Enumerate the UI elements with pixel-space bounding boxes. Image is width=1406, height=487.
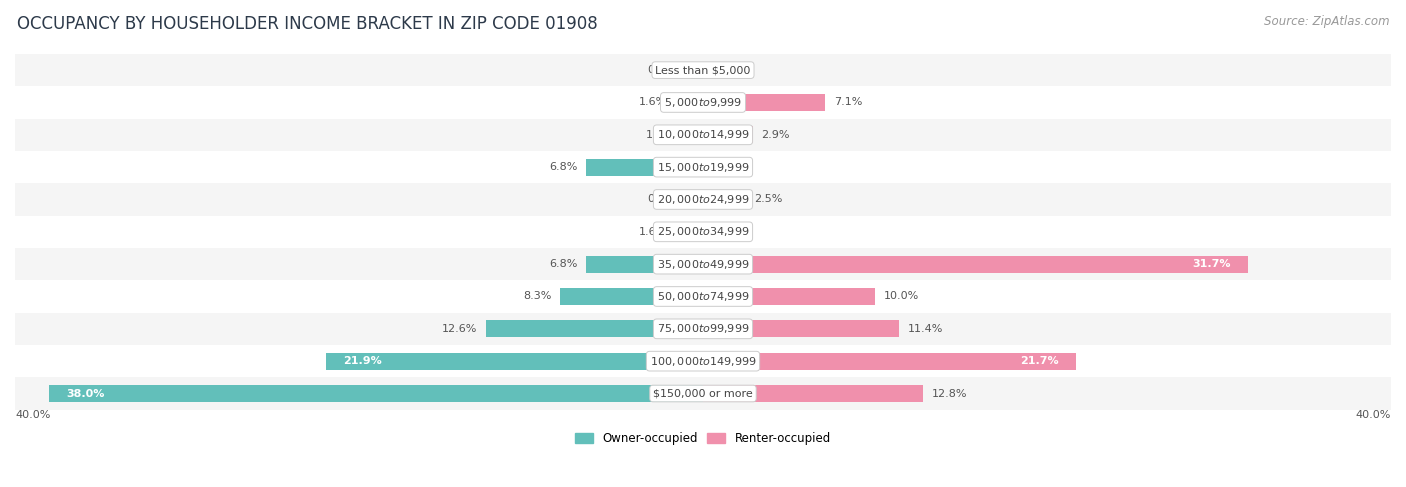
Text: 38.0%: 38.0% [66,389,105,398]
Text: 12.6%: 12.6% [443,324,478,334]
Text: $20,000 to $24,999: $20,000 to $24,999 [657,193,749,206]
Text: Source: ZipAtlas.com: Source: ZipAtlas.com [1264,15,1389,28]
Text: 6.8%: 6.8% [550,259,578,269]
Bar [486,320,703,337]
Text: 0.0%: 0.0% [711,162,740,172]
Text: 0.67%: 0.67% [648,194,683,205]
Bar [703,385,924,402]
Text: 1.2%: 1.2% [645,130,673,140]
Text: $100,000 to $149,999: $100,000 to $149,999 [650,355,756,368]
Bar [15,345,1391,377]
Text: 40.0%: 40.0% [15,410,51,420]
Bar [703,353,1076,370]
Text: $25,000 to $34,999: $25,000 to $34,999 [657,225,749,238]
Text: OCCUPANCY BY HOUSEHOLDER INCOME BRACKET IN ZIP CODE 01908: OCCUPANCY BY HOUSEHOLDER INCOME BRACKET … [17,15,598,33]
Text: 0.0%: 0.0% [711,227,740,237]
Bar [15,313,1391,345]
Bar [15,281,1391,313]
Bar [15,248,1391,281]
Bar [15,216,1391,248]
Bar [703,191,747,208]
Text: 2.5%: 2.5% [755,194,783,205]
Bar [560,288,703,305]
Text: $35,000 to $49,999: $35,000 to $49,999 [657,258,749,271]
Bar [682,127,703,143]
Bar [15,86,1391,119]
Text: 0.67%: 0.67% [648,65,683,75]
Bar [692,191,703,208]
Text: $10,000 to $14,999: $10,000 to $14,999 [657,128,749,141]
Bar [586,256,703,273]
Text: $15,000 to $19,999: $15,000 to $19,999 [657,161,749,174]
Text: Less than $5,000: Less than $5,000 [655,65,751,75]
Bar [15,183,1391,216]
Text: 0.0%: 0.0% [711,65,740,75]
Bar [675,224,703,240]
Text: 40.0%: 40.0% [1355,410,1391,420]
Text: 21.9%: 21.9% [343,356,382,366]
Bar [15,54,1391,86]
Text: 12.8%: 12.8% [932,389,967,398]
Text: 6.8%: 6.8% [550,162,578,172]
Legend: Owner-occupied, Renter-occupied: Owner-occupied, Renter-occupied [571,428,835,450]
Text: 31.7%: 31.7% [1192,259,1232,269]
Text: $75,000 to $99,999: $75,000 to $99,999 [657,322,749,336]
Bar [326,353,703,370]
Text: 10.0%: 10.0% [883,292,920,301]
Text: $150,000 or more: $150,000 or more [654,389,752,398]
Bar [692,62,703,78]
Text: $50,000 to $74,999: $50,000 to $74,999 [657,290,749,303]
Bar [49,385,703,402]
Bar [703,256,1249,273]
Text: $5,000 to $9,999: $5,000 to $9,999 [664,96,742,109]
Bar [703,94,825,111]
Bar [703,320,898,337]
Bar [703,127,752,143]
Text: 11.4%: 11.4% [908,324,943,334]
Bar [15,377,1391,410]
Bar [586,159,703,175]
Bar [703,288,875,305]
Text: 1.6%: 1.6% [638,227,666,237]
Bar [15,151,1391,183]
Text: 1.6%: 1.6% [638,97,666,108]
Text: 21.7%: 21.7% [1021,356,1059,366]
Bar [675,94,703,111]
Text: 2.9%: 2.9% [762,130,790,140]
Text: 8.3%: 8.3% [523,292,551,301]
Bar [15,119,1391,151]
Text: 7.1%: 7.1% [834,97,862,108]
